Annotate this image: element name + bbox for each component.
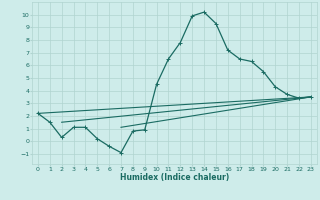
X-axis label: Humidex (Indice chaleur): Humidex (Indice chaleur) [120,173,229,182]
